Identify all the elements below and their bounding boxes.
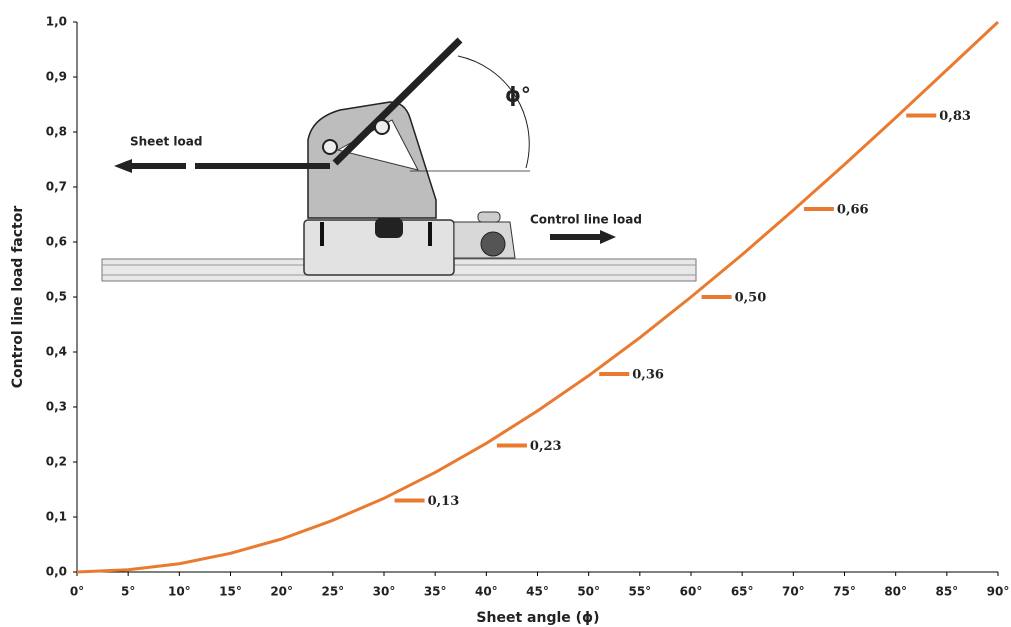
x-tick-label: 0° (70, 585, 84, 599)
x-axis-title: Sheet angle (ϕ) (476, 610, 599, 626)
y-axis-title: Control line load factor (10, 206, 26, 389)
y-tick-label: 0,5 (46, 290, 67, 304)
data-label: 0,36 (632, 368, 664, 383)
data-label: 0,13 (428, 494, 460, 509)
x-tick-label: 20° (270, 585, 293, 599)
x-tick-label: 50° (577, 585, 600, 599)
data-label: 0,66 (837, 203, 869, 218)
data-label: 0,83 (939, 109, 971, 124)
y-tick-label: 0,6 (46, 235, 67, 249)
annotation: Sheet load (130, 135, 202, 149)
x-tick-label: 30° (373, 585, 396, 599)
annotation: Control line load (530, 213, 642, 227)
illustration (101, 37, 697, 282)
x-tick-label: 5° (121, 585, 135, 599)
x-tick-label: 40° (475, 585, 498, 599)
x-tick-label: 55° (628, 585, 651, 599)
y-tick-label: 0,3 (46, 400, 67, 414)
x-tick-label: 80° (884, 585, 907, 599)
curve (76, 20, 1000, 574)
y-tick-label: 0,4 (46, 345, 67, 359)
y-tick-label: 0,0 (46, 565, 67, 579)
y-tick-label: 1,0 (46, 15, 67, 29)
x-tick-label: 15° (219, 585, 242, 599)
y-tick-label: 0,8 (46, 125, 67, 139)
x-tick-label: 25° (321, 585, 344, 599)
y-tick-label: 0,1 (46, 510, 67, 524)
x-tick-label: 60° (680, 585, 703, 599)
x-tick-label: 85° (935, 585, 958, 599)
x-tick-label: 75° (833, 585, 856, 599)
y-tick-label: 0,9 (46, 70, 67, 84)
x-tick-label: 65° (731, 585, 754, 599)
y-tick-label: 0,2 (46, 455, 67, 469)
data-label: 0,50 (735, 291, 767, 306)
x-tick-label: 35° (424, 585, 447, 599)
x-tick-label: 70° (782, 585, 805, 599)
x-tick-label: 45° (526, 585, 549, 599)
x-tick-label: 10° (168, 585, 191, 599)
y-tick-label: 0,7 (46, 180, 67, 194)
data-label: 0,23 (530, 439, 562, 454)
annotation: ϕ° (505, 83, 531, 107)
x-tick-label: 90° (987, 585, 1010, 599)
